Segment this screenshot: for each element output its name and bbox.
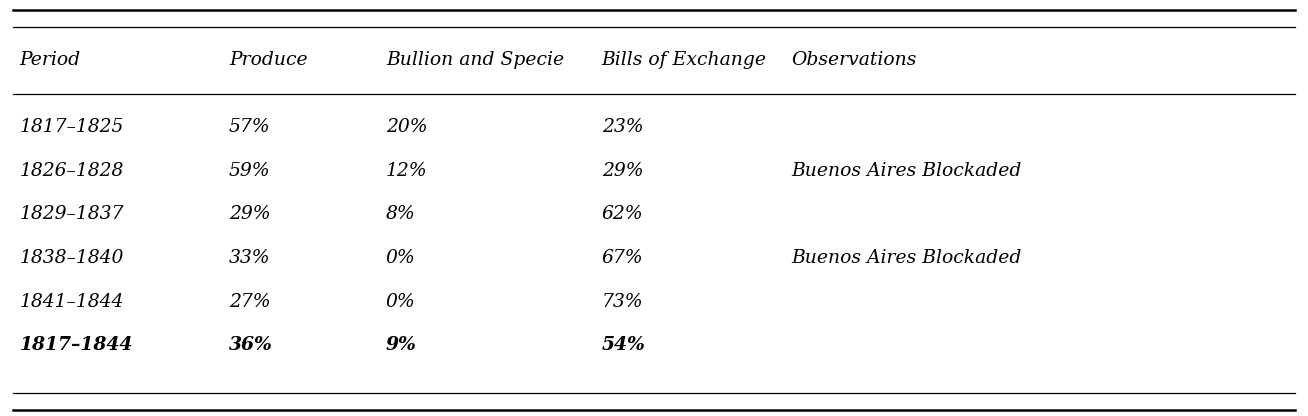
Text: 1826–1828: 1826–1828 [20, 161, 124, 180]
Text: 33%: 33% [229, 249, 271, 267]
Text: Observations: Observations [791, 51, 917, 69]
Text: 8%: 8% [386, 205, 416, 223]
Text: Bullion and Specie: Bullion and Specie [386, 51, 564, 69]
Text: Bills of Exchange: Bills of Exchange [602, 51, 766, 69]
Text: 57%: 57% [229, 118, 271, 136]
Text: 1817–1825: 1817–1825 [20, 118, 124, 136]
Text: 27%: 27% [229, 292, 271, 311]
Text: 1817–1844: 1817–1844 [20, 336, 133, 354]
Text: 67%: 67% [602, 249, 644, 267]
Text: 1841–1844: 1841–1844 [20, 292, 124, 311]
Text: 23%: 23% [602, 118, 644, 136]
Text: 20%: 20% [386, 118, 428, 136]
Text: 59%: 59% [229, 161, 271, 180]
Text: 1829–1837: 1829–1837 [20, 205, 124, 223]
Text: Produce: Produce [229, 51, 307, 69]
Text: 54%: 54% [602, 336, 646, 354]
Text: 1838–1840: 1838–1840 [20, 249, 124, 267]
Text: 62%: 62% [602, 205, 644, 223]
Text: 36%: 36% [229, 336, 273, 354]
Text: 29%: 29% [602, 161, 644, 180]
Text: 29%: 29% [229, 205, 271, 223]
Text: 9%: 9% [386, 336, 417, 354]
Text: 12%: 12% [386, 161, 428, 180]
Text: 0%: 0% [386, 249, 416, 267]
Text: Buenos Aires Blockaded: Buenos Aires Blockaded [791, 249, 1022, 267]
Text: Period: Period [20, 51, 81, 69]
Text: Buenos Aires Blockaded: Buenos Aires Blockaded [791, 161, 1022, 180]
Text: 0%: 0% [386, 292, 416, 311]
Text: 73%: 73% [602, 292, 644, 311]
